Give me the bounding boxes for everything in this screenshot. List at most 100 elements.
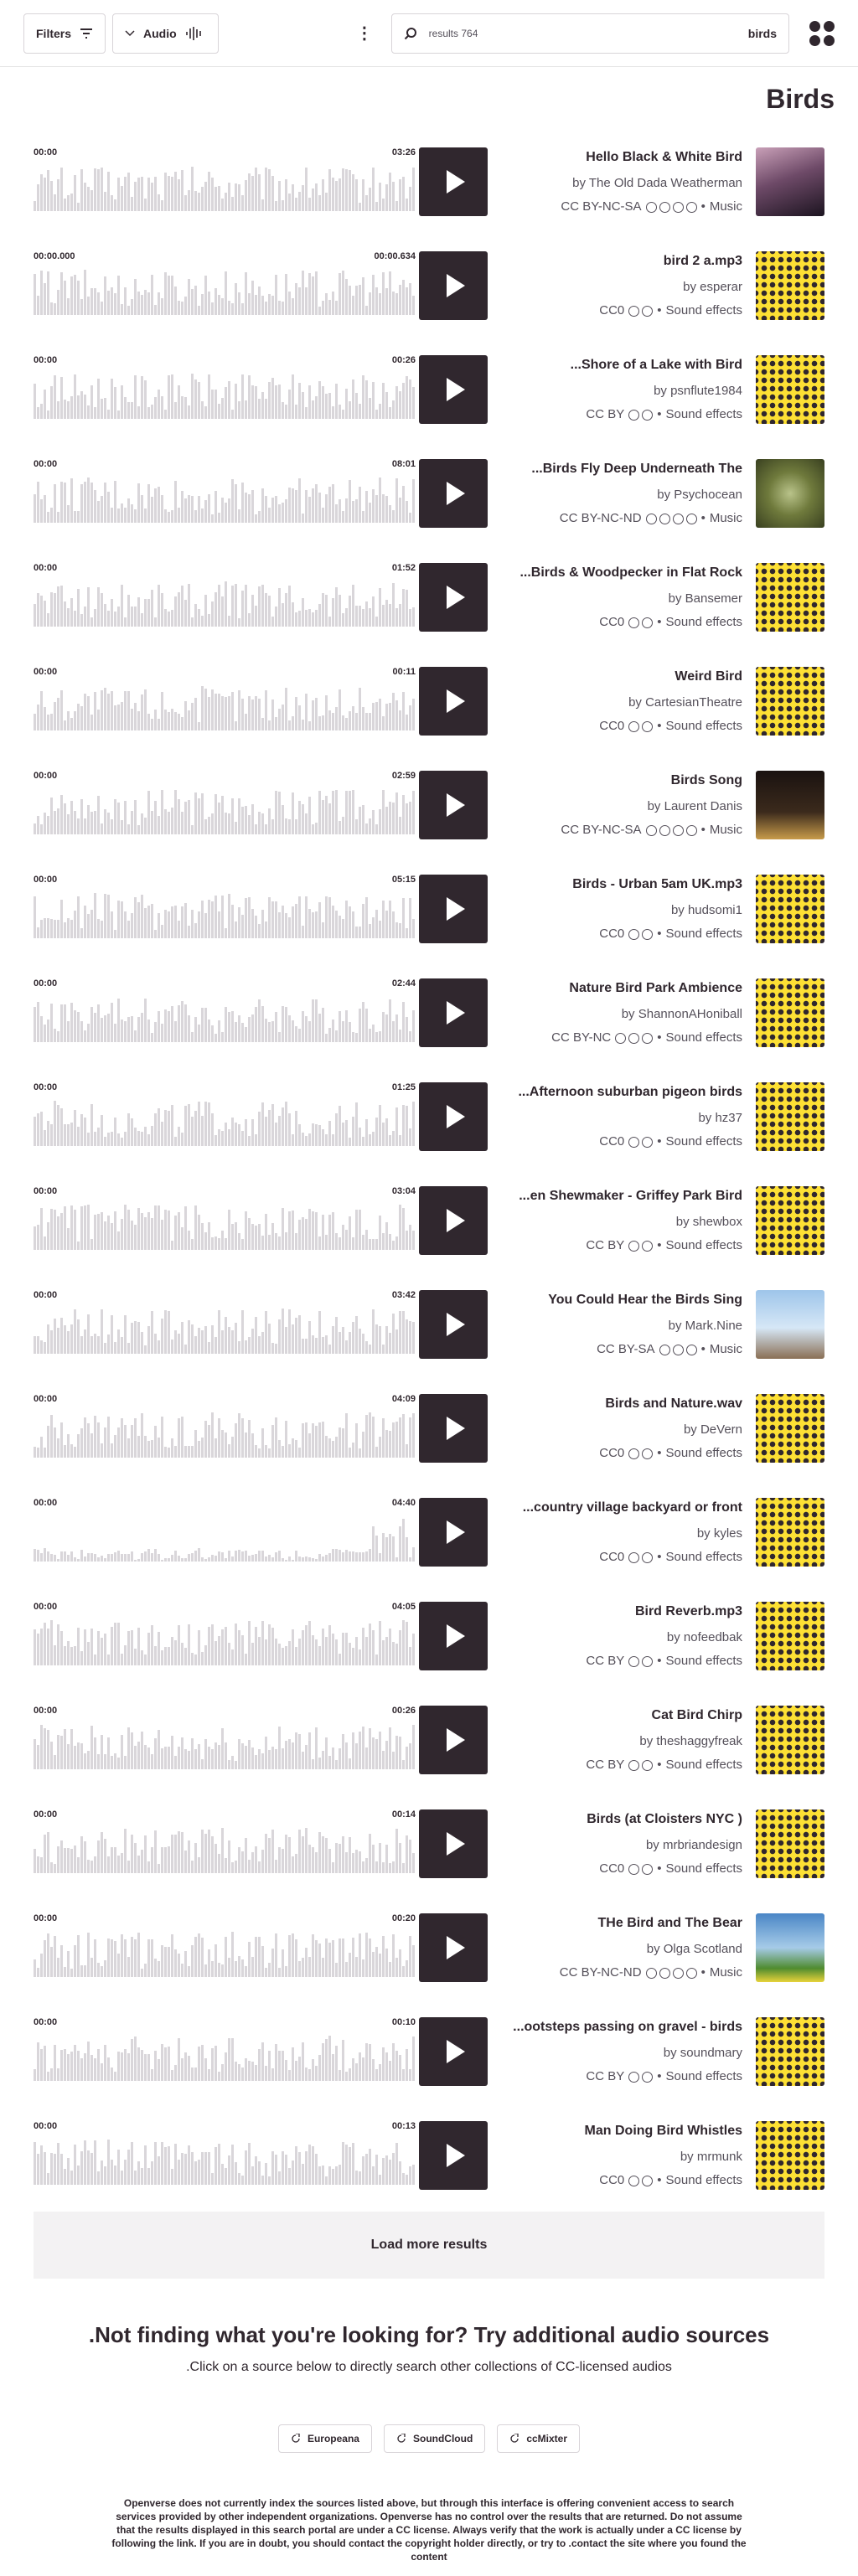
audio-result-row[interactable]: 00:00 03:42 You Could Hear the Birds Sing b… <box>34 1283 824 1387</box>
waveform[interactable]: 00:00 01:25 <box>34 1082 484 1153</box>
result-title[interactable]: Cat Bird Chirp <box>651 1708 742 1722</box>
result-title[interactable]: ...en Shewmaker - Griffey Park Bird <box>519 1189 742 1203</box>
audio-result-row[interactable]: 00:00 05:15 Birds - Urban 5am UK.mp3 by hud… <box>34 868 824 972</box>
play-button[interactable] <box>419 771 488 839</box>
waveform[interactable]: 00:00 04:05 <box>34 1602 484 1672</box>
result-title[interactable]: Birds - Urban 5am UK.mp3 <box>572 877 742 891</box>
waveform[interactable]: 00:00 04:40 <box>34 1498 484 1568</box>
waveform-bars[interactable] <box>34 1722 416 1769</box>
audio-result-row[interactable]: 00:00 00:11 Weird Bird by CartesianTheatre C… <box>34 660 824 764</box>
audio-result-row[interactable]: 00:00 00:13 Man Doing Bird Whistles by mrmu… <box>34 2114 824 2218</box>
waveform-bars[interactable] <box>34 372 416 419</box>
result-title[interactable]: Weird Bird <box>675 669 742 684</box>
result-thumbnail[interactable] <box>756 875 824 943</box>
result-title[interactable]: THe Bird and The Bear <box>597 1916 742 1930</box>
result-thumbnail[interactable] <box>756 1290 824 1359</box>
play-button[interactable] <box>419 355 488 424</box>
play-button[interactable] <box>419 2121 488 2190</box>
load-more-button[interactable]: Load more results <box>34 2212 824 2279</box>
result-thumbnail[interactable] <box>756 1394 824 1463</box>
result-title[interactable]: Nature Bird Park Ambience <box>569 981 742 995</box>
waveform-bars[interactable] <box>34 891 416 938</box>
play-button[interactable] <box>419 667 488 736</box>
play-button[interactable] <box>419 1602 488 1670</box>
result-title[interactable]: bird 2 a.mp3 <box>663 254 742 268</box>
result-title[interactable]: ...Shore of a Lake with Bird <box>570 358 742 372</box>
waveform[interactable]: 00:00.000 00:00.634 <box>34 251 484 322</box>
content-type-button[interactable]: Audio <box>112 13 219 54</box>
audio-result-row[interactable]: 00:00 08:01 ...Birds Fly Deep Underneath T… <box>34 452 824 556</box>
play-button[interactable] <box>419 147 488 216</box>
waveform-bars[interactable] <box>34 1618 416 1665</box>
waveform[interactable]: 00:00 00:11 <box>34 667 484 737</box>
result-thumbnail[interactable] <box>756 1913 824 1982</box>
audio-result-row[interactable]: 00:00 00:10 ...ootsteps passing on gravel … <box>34 2011 824 2114</box>
waveform-bars[interactable] <box>34 580 416 627</box>
result-title[interactable]: Man Doing Bird Whistles <box>584 2124 742 2138</box>
waveform-bars[interactable] <box>34 268 416 315</box>
play-button[interactable] <box>419 1809 488 1878</box>
waveform[interactable]: 00:00 08:01 <box>34 459 484 529</box>
waveform-bars[interactable] <box>34 1099 416 1146</box>
audio-result-row[interactable]: 00:00.000 00:00.634 bird 2 a.mp3 by esperar… <box>34 245 824 348</box>
result-thumbnail[interactable] <box>756 355 824 424</box>
result-title[interactable]: Birds Song <box>670 773 742 787</box>
waveform[interactable]: 00:00 00:10 <box>34 2017 484 2088</box>
waveform[interactable]: 00:00 00:26 <box>34 355 484 426</box>
waveform[interactable]: 00:00 04:09 <box>34 1394 484 1464</box>
search-input[interactable]: birds <box>747 26 777 40</box>
result-title[interactable]: ...country village backyard or front <box>522 1500 742 1515</box>
source-ccmixter-button[interactable]: ccMixter <box>497 2424 581 2453</box>
result-thumbnail[interactable] <box>756 147 824 216</box>
waveform-bars[interactable] <box>34 2034 416 2081</box>
result-thumbnail[interactable] <box>756 1082 824 1151</box>
result-thumbnail[interactable] <box>756 563 824 632</box>
waveform-bars[interactable] <box>34 1826 416 1873</box>
result-thumbnail[interactable] <box>756 2121 824 2190</box>
waveform-bars[interactable] <box>34 164 416 211</box>
play-button[interactable] <box>419 875 488 943</box>
audio-result-row[interactable]: 00:00 02:44 Nature Bird Park Ambience by Sh… <box>34 972 824 1076</box>
audio-result-row[interactable]: 00:00 01:52 ...Birds & Woodpecker in Flat … <box>34 556 824 660</box>
waveform-bars[interactable] <box>34 1930 416 1977</box>
audio-result-row[interactable]: 00:00 04:05 Bird Reverb.mp3 by nofeedbak CC … <box>34 1595 824 1699</box>
waveform[interactable]: 00:00 03:26 <box>34 147 484 218</box>
result-thumbnail[interactable] <box>756 1186 824 1255</box>
result-title[interactable]: ...Afternoon suburban pigeon birds <box>518 1085 742 1099</box>
waveform[interactable]: 00:00 00:26 <box>34 1706 484 1776</box>
audio-result-row[interactable]: 00:00 03:04 ...en Shewmaker - Griffey Park… <box>34 1180 824 1283</box>
audio-result-row[interactable]: 00:00 00:26 ...Shore of a Lake with Bird by… <box>34 348 824 452</box>
waveform-bars[interactable] <box>34 1411 416 1458</box>
waveform-bars[interactable] <box>34 2138 416 2185</box>
audio-result-row[interactable]: 00:00 01:25 ...Afternoon suburban pigeon b… <box>34 1076 824 1180</box>
result-thumbnail[interactable] <box>756 771 824 839</box>
play-button[interactable] <box>419 978 488 1047</box>
source-soundcloud-button[interactable]: SoundCloud <box>383 2424 486 2453</box>
audio-result-row[interactable]: 00:00 00:14 Birds (at Cloisters NYC ) by mr… <box>34 1803 824 1907</box>
waveform-bars[interactable] <box>34 684 416 730</box>
waveform-bars[interactable] <box>34 1515 416 1562</box>
result-title[interactable]: You Could Hear the Birds Sing <box>548 1293 742 1307</box>
waveform[interactable]: 00:00 01:52 <box>34 563 484 633</box>
result-thumbnail[interactable] <box>756 1602 824 1670</box>
result-thumbnail[interactable] <box>756 1498 824 1567</box>
result-thumbnail[interactable] <box>756 978 824 1047</box>
audio-result-row[interactable]: 00:00 04:09 Birds and Nature.wav by DeVern C… <box>34 1387 824 1491</box>
play-button[interactable] <box>419 1706 488 1774</box>
waveform[interactable]: 00:00 03:04 <box>34 1186 484 1257</box>
result-thumbnail[interactable] <box>756 667 824 736</box>
waveform-bars[interactable] <box>34 787 416 834</box>
audio-result-row[interactable]: 00:00 00:20 THe Bird and The Bear by Olga S… <box>34 1907 824 2011</box>
result-thumbnail[interactable] <box>756 251 824 320</box>
result-title[interactable]: Hello Black & White Bird <box>586 150 742 164</box>
audio-result-row[interactable]: 00:00 04:40 ...country village backyard or… <box>34 1491 824 1595</box>
play-button[interactable] <box>419 251 488 320</box>
result-title[interactable]: Birds (at Cloisters NYC ) <box>587 1812 742 1826</box>
play-button[interactable] <box>419 459 488 528</box>
play-button[interactable] <box>419 2017 488 2086</box>
source-europeana-button[interactable]: Europeana <box>277 2424 372 2453</box>
result-thumbnail[interactable] <box>756 1706 824 1774</box>
more-menu-icon[interactable]: ⋮ <box>355 24 373 43</box>
waveform[interactable]: 00:00 00:20 <box>34 1913 484 1984</box>
play-button[interactable] <box>419 563 488 632</box>
